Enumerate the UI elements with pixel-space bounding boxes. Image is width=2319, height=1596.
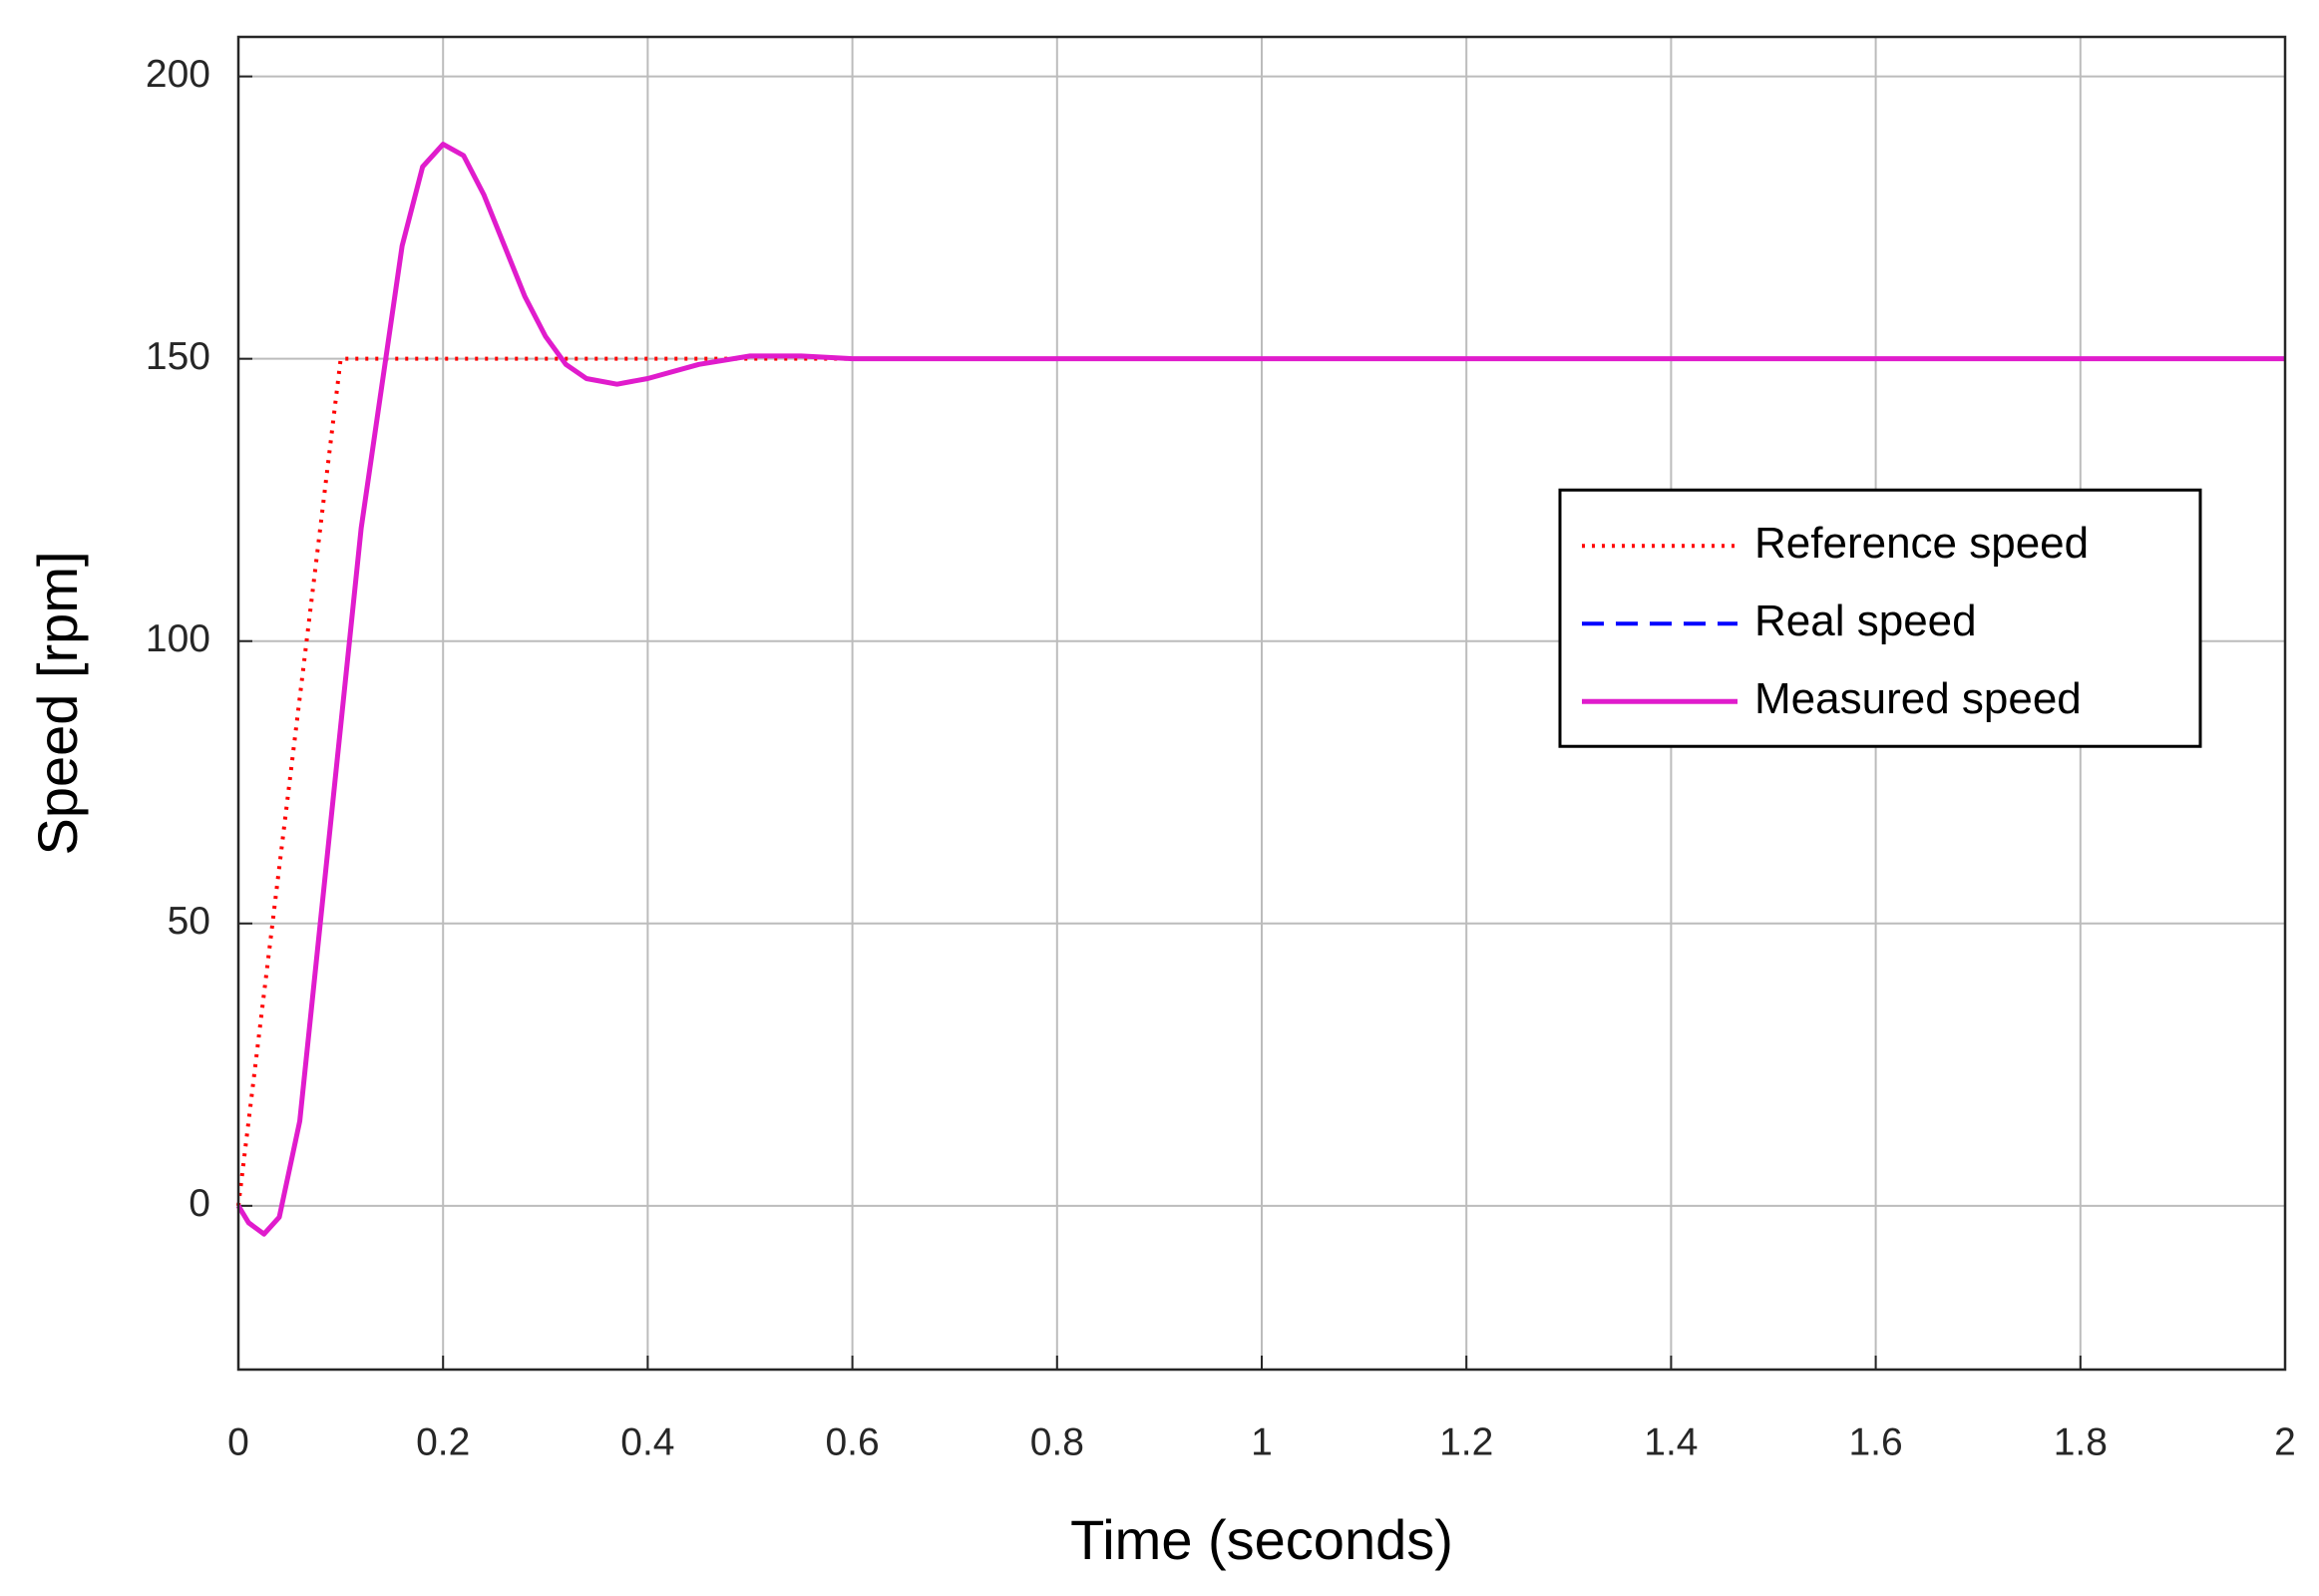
x-tick-label: 0 [227,1420,249,1463]
legend-label: Reference speed [1754,519,2089,568]
y-tick-label: 0 [189,1182,210,1225]
y-axis-label: Speed [rpm] [26,551,89,855]
x-tick-label: 1.2 [1439,1420,1493,1463]
x-axis-label: Time (seconds) [1070,1508,1453,1571]
series-line [235,142,2285,1237]
y-tick-label: 50 [168,900,210,943]
x-tick-label: 1 [1251,1420,1273,1463]
x-tick-label: 1.6 [1848,1420,1902,1463]
y-tick-label: 200 [146,53,210,96]
x-tick-label: 1.8 [2054,1420,2108,1463]
plot-frame [236,35,2287,1372]
x-tick-label: 0.2 [416,1420,470,1463]
y-tick-label: 150 [146,335,210,378]
x-tick-label: 0.8 [1030,1420,1084,1463]
x-tick-label: 2 [2274,1420,2296,1463]
legend-label: Real speed [1754,597,1977,645]
x-tick-label: 1.4 [1644,1420,1698,1463]
x-tick-label: 0.6 [825,1420,879,1463]
legend-label: Measured speed [1754,674,2082,723]
y-tick-label: 100 [146,617,210,660]
x-tick-label: 0.4 [620,1420,674,1463]
